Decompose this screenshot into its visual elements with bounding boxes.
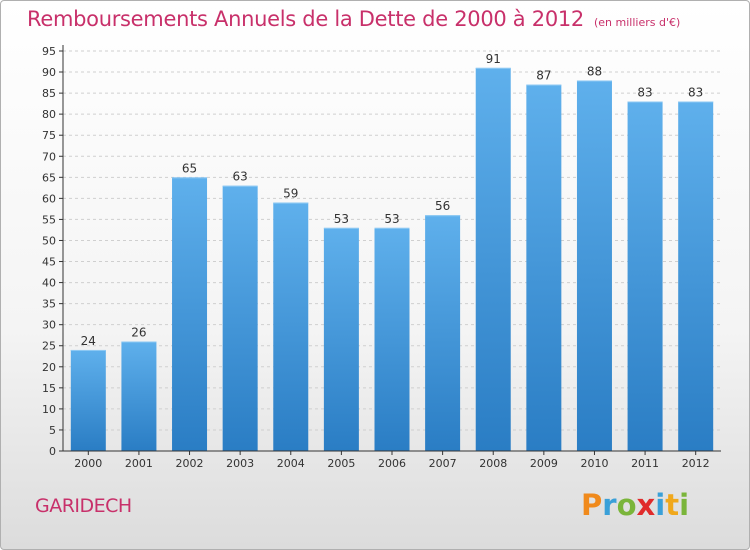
x-tick-label-2007: 2007 [429, 457, 457, 470]
bar-2011 [627, 101, 663, 452]
y-tick-label: 90 [42, 66, 56, 79]
data-label-2009: 87 [536, 69, 551, 83]
data-labels: 24 26 65 63 59 53 53 56 91 87 88 83 83 [81, 52, 704, 348]
y-tick-label: 55 [42, 213, 56, 226]
x-tick-label-2002: 2002 [176, 457, 204, 470]
data-label-2006: 53 [384, 212, 399, 226]
y-tick-label: 0 [49, 445, 56, 458]
x-tick-label-2003: 2003 [226, 457, 254, 470]
x-tick-label-2000: 2000 [74, 457, 102, 470]
y-tick-label: 65 [42, 171, 56, 184]
logo-letter: P [581, 488, 603, 522]
title-text: Remboursements Annuels de la Dette de 20… [27, 7, 584, 31]
y-tick-label: 20 [42, 361, 56, 374]
y-tick-label: 45 [42, 256, 56, 269]
y-tick-label: 35 [42, 298, 56, 311]
y-tick-label: 85 [42, 87, 56, 100]
y-tick-label: 15 [42, 382, 56, 395]
data-label-2010: 88 [587, 64, 602, 78]
bar-2005 [323, 227, 359, 451]
y-tick-label: 40 [42, 277, 56, 290]
bar-2002 [172, 177, 208, 451]
data-label-2004: 59 [283, 187, 298, 201]
data-label-2007: 56 [435, 199, 450, 213]
logo-letter: x [636, 488, 656, 522]
bar-2006 [374, 227, 410, 451]
bars [70, 67, 714, 452]
bar-2000 [70, 349, 106, 451]
bar-2008 [475, 67, 511, 451]
y-tick-label: 5 [49, 424, 56, 437]
x-tick-label-2005: 2005 [327, 457, 355, 470]
y-tick-label: 25 [42, 340, 56, 353]
x-tick-label-2008: 2008 [479, 457, 507, 470]
proxiti-logo: Proxiti [581, 488, 689, 522]
y-tick-label: 60 [42, 192, 56, 205]
bar-2004 [273, 202, 309, 451]
data-label-2002: 65 [182, 161, 197, 175]
y-tick-label: 10 [42, 403, 56, 416]
x-tick-label-2001: 2001 [125, 457, 153, 470]
bar-2007 [425, 215, 461, 451]
logo-letter: o [616, 488, 637, 522]
x-tick-label-2009: 2009 [530, 457, 558, 470]
y-tick-label: 30 [42, 319, 56, 332]
chart-title: Remboursements Annuels de la Dette de 20… [27, 7, 680, 31]
bar-2009 [526, 84, 562, 452]
data-label-2008: 91 [486, 52, 501, 66]
bar-2003 [222, 185, 258, 451]
logo-letter: i [655, 488, 666, 522]
data-label-2005: 53 [334, 212, 349, 226]
bar-2012 [678, 101, 714, 452]
commune-name: GARIDECH [35, 495, 132, 517]
x-tick-label-2004: 2004 [277, 457, 305, 470]
x-tick-label-2011: 2011 [631, 457, 659, 470]
data-label-2012: 83 [688, 86, 703, 100]
data-label-2011: 83 [637, 86, 652, 100]
bar-2010 [576, 80, 612, 451]
unit-subtitle: (en milliers d'€) [594, 16, 681, 29]
y-tick-label: 70 [42, 150, 56, 163]
logo-letter: t [665, 488, 680, 522]
data-label-2001: 26 [131, 326, 146, 340]
y-tick-label: 75 [42, 129, 56, 142]
logo-letter: r [602, 488, 617, 522]
bar-2001 [121, 341, 157, 451]
y-tick-label: 80 [42, 108, 56, 121]
x-tick-label-2006: 2006 [378, 457, 406, 470]
x-tick-label-2012: 2012 [682, 457, 710, 470]
y-tick-label: 50 [42, 234, 56, 247]
y-tick-label: 95 [42, 45, 56, 58]
data-label-2003: 63 [233, 170, 248, 184]
logo-letter: i [679, 488, 690, 522]
data-label-2000: 24 [81, 334, 96, 348]
x-tick-label-2010: 2010 [580, 457, 608, 470]
axes: 0 5 10 15 20 25 30 35 40 45 50 55 60 65 70 75 80 85 90 95 20… [42, 45, 721, 470]
